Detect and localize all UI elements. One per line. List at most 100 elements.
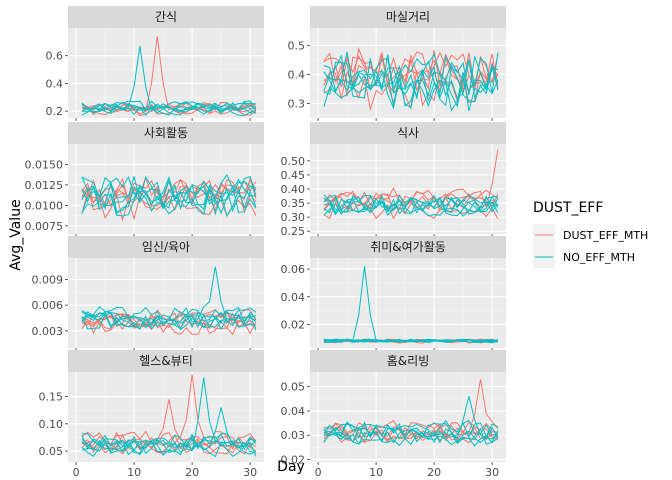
x-tick-label: 0 bbox=[315, 466, 322, 479]
series-line-no-eff-mth bbox=[81, 407, 257, 451]
series-line-dust-eff-mth bbox=[81, 178, 257, 207]
legend-label-dust-eff-mth: DUST_EFF_MTH bbox=[563, 229, 648, 242]
series-line-no-eff-mth bbox=[323, 338, 498, 343]
y-tick-label: 0.35 bbox=[281, 197, 306, 210]
x-tick-label: 20 bbox=[185, 466, 199, 479]
x-tick-label: 30 bbox=[243, 466, 257, 479]
panel-strip bbox=[310, 236, 506, 258]
panel-title: 임신/육아 bbox=[142, 240, 190, 254]
series-lines bbox=[81, 173, 257, 222]
panel-4: 식사0.250.300.350.400.450.500102030 bbox=[281, 122, 506, 251]
y-tick-label: 0.009 bbox=[32, 273, 64, 286]
legend-item-dust-eff-mth: DUST_EFF_MTH bbox=[533, 224, 648, 246]
panel-1: 간식0.20.40.60102030 bbox=[46, 6, 264, 135]
panel-strip bbox=[310, 350, 506, 372]
y-tick-label: 0.05 bbox=[39, 445, 64, 458]
y-tick-label: 0.3 bbox=[288, 97, 306, 110]
series-lines bbox=[323, 46, 499, 112]
series-line-dust-eff-mth bbox=[323, 46, 499, 91]
y-tick-label: 0.4 bbox=[46, 77, 64, 90]
y-tick-label: 0.06 bbox=[281, 263, 306, 276]
panel-strip bbox=[310, 6, 506, 28]
legend: DUST_EFF DUST_EFF_MTH NO_EFF_MTH bbox=[533, 200, 648, 268]
y-tick-label: 0.40 bbox=[281, 183, 306, 196]
y-tick-label: 0.15 bbox=[39, 391, 64, 404]
y-tick-label: 0.02 bbox=[281, 454, 306, 467]
series-lines bbox=[323, 149, 499, 220]
panel-7: 헬스&뷰티 0.05 0.10 0.15 0 10 20 30 bbox=[39, 350, 264, 479]
legend-item-no-eff-mth: NO_EFF_MTH bbox=[533, 246, 635, 268]
y-tick-label: 0.04 bbox=[281, 291, 306, 304]
y-tick-label: 0.6 bbox=[46, 50, 64, 63]
series-line-no-eff-mth bbox=[81, 184, 257, 215]
legend-label-no-eff-mth: NO_EFF_MTH bbox=[563, 251, 635, 264]
x-tick-label: 10 bbox=[127, 466, 141, 479]
y-tick-label: 0.003 bbox=[32, 325, 64, 338]
y-tick-label: 0.25 bbox=[281, 225, 306, 238]
y-tick-label: 0.5 bbox=[288, 39, 306, 52]
x-axis-title: Day bbox=[277, 459, 305, 475]
series-line-dust-eff-mth bbox=[81, 312, 257, 330]
series-lines bbox=[81, 374, 257, 458]
y-tick-label: 0.0075 bbox=[25, 220, 64, 233]
y-tick-label: 0.006 bbox=[32, 299, 64, 312]
series-line-no-eff-mth bbox=[81, 106, 257, 117]
series-line-no-eff-mth bbox=[81, 183, 257, 213]
panel-8: 홈&리빙 0.02 0.03 0.04 0.05 0 10 20 30 bbox=[281, 350, 506, 479]
y-tick-label: 0.4 bbox=[288, 68, 306, 81]
series-line-dust-eff-mth bbox=[81, 105, 257, 116]
panel-title: 헬스&뷰티 bbox=[139, 354, 193, 368]
series-line-no-eff-mth bbox=[81, 311, 257, 329]
series-line-no-eff-mth bbox=[81, 175, 256, 202]
y-tick-label: 0.03 bbox=[281, 429, 306, 442]
series-line-no-eff-mth bbox=[81, 433, 256, 451]
y-tick-label: 0.0150 bbox=[25, 158, 64, 171]
panel-strip bbox=[310, 122, 506, 144]
series-line-dust-eff-mth bbox=[81, 439, 257, 455]
panel-strip bbox=[68, 122, 264, 144]
series-line-no-eff-mth bbox=[323, 430, 499, 447]
panel-title: 취미&여가활동 bbox=[370, 240, 446, 254]
y-axis-title: Avg_Value bbox=[8, 199, 24, 270]
panel-title: 사회활동 bbox=[144, 126, 188, 140]
series-line-no-eff-mth bbox=[323, 197, 499, 217]
series-line-no-eff-mth bbox=[323, 64, 499, 108]
series-line-dust-eff-mth bbox=[81, 399, 257, 448]
panel-title: 식사 bbox=[397, 126, 419, 140]
series-line-no-eff-mth bbox=[323, 194, 499, 213]
panels-layer: 간식0.20.40.60102030마실거리0.30.40.50102030사회… bbox=[25, 6, 506, 479]
panel-title: 간식 bbox=[155, 10, 177, 24]
panel-title: 홈&리빙 bbox=[387, 354, 429, 368]
panel-background bbox=[68, 258, 264, 348]
x-tick-label: 20 bbox=[427, 466, 441, 479]
panel-strip bbox=[68, 350, 264, 372]
series-lines bbox=[323, 266, 499, 344]
series-line-no-eff-mth bbox=[81, 181, 257, 211]
series-lines bbox=[81, 36, 257, 117]
series-line-dust-eff-mth bbox=[81, 318, 257, 336]
series-line-no-eff-mth bbox=[323, 65, 499, 107]
series-line-no-eff-mth bbox=[81, 440, 257, 458]
series-line-dust-eff-mth bbox=[323, 56, 499, 97]
y-tick-label: 0.02 bbox=[281, 318, 306, 331]
panel-strip bbox=[68, 6, 264, 28]
series-lines bbox=[81, 266, 257, 336]
series-line-no-eff-mth bbox=[323, 54, 499, 98]
y-tick-label: 0.30 bbox=[281, 211, 306, 224]
panel-background bbox=[310, 372, 506, 462]
series-line-no-eff-mth bbox=[81, 100, 257, 111]
y-tick-label: 0.2 bbox=[46, 105, 64, 118]
x-tick-label: 10 bbox=[369, 466, 383, 479]
y-tick-label: 0.0125 bbox=[25, 179, 64, 192]
x-tick-label: 30 bbox=[485, 466, 499, 479]
legend-title: DUST_EFF bbox=[533, 200, 603, 216]
x-tick-label: 0 bbox=[73, 466, 80, 479]
y-tick-label: 0.10 bbox=[39, 418, 64, 431]
y-tick-label: 0.45 bbox=[281, 169, 306, 182]
series-line-dust-eff-mth bbox=[81, 36, 256, 113]
